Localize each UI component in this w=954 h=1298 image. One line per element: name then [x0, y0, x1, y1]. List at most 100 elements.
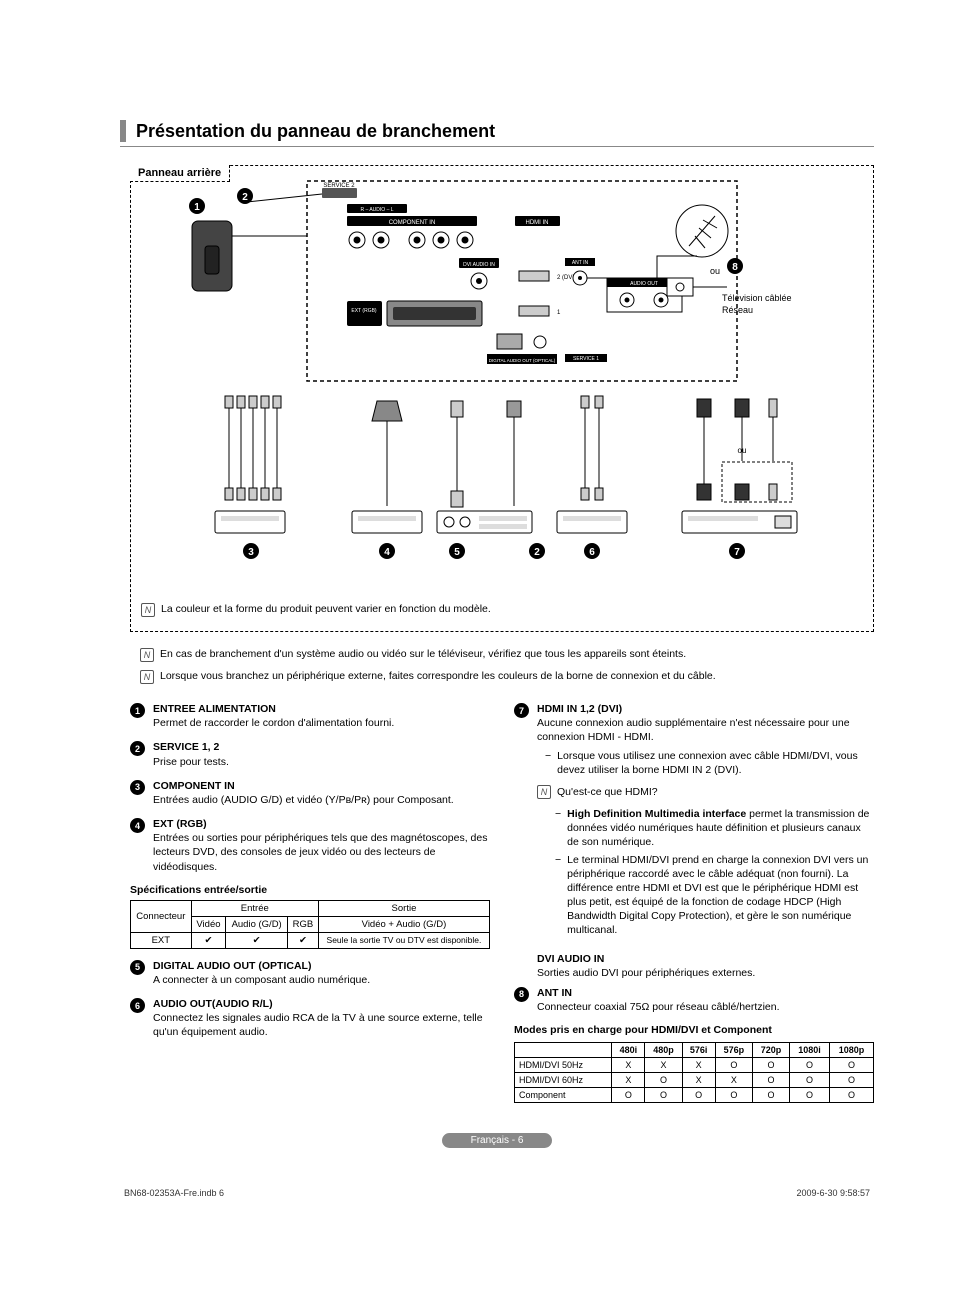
num-badge: 4: [130, 818, 145, 833]
svg-text:AUDIO OUT: AUDIO OUT: [630, 281, 658, 287]
modes-title: Modes pris en charge pour HDMI/DVI et Co…: [514, 1024, 874, 1036]
modes-row: Component O O O O O O O: [515, 1088, 874, 1103]
num-badge: 6: [130, 998, 145, 1013]
svg-text:2: 2: [534, 547, 540, 558]
io-row-name: EXT: [131, 932, 192, 948]
svg-text:1: 1: [194, 202, 200, 213]
svg-text:EXT (RGB): EXT (RGB): [351, 308, 377, 314]
svg-text:1: 1: [557, 310, 561, 316]
io-th-video: Vidéo: [191, 916, 226, 932]
item-3: 3 COMPONENT IN Entrées audio (AUDIO G/D)…: [130, 779, 490, 807]
io-row-out: Seule la sortie TV ou DTV est disponible…: [318, 932, 489, 948]
note-icon: N: [141, 603, 155, 617]
outer-note-2: N Lorsque vous branchez un périphérique …: [130, 666, 874, 688]
item-5: 5 DIGITAL AUDIO OUT (OPTICAL) A connecte…: [130, 959, 490, 987]
svg-text:5: 5: [454, 547, 460, 558]
right-column: 7 HDMI IN 1,2 (DVI) Aucune connexion aud…: [514, 702, 874, 1103]
svg-text:R – AUDIO – L: R – AUDIO – L: [360, 207, 393, 213]
item-title: AUDIO OUT(AUDIO R/L): [153, 997, 490, 1011]
item-title: ANT IN: [537, 986, 874, 1000]
footer-right: 2009-6-30 9:58:57: [796, 1188, 870, 1198]
io-row-audio: ✔: [226, 932, 288, 948]
svg-text:Télévision câblée: Télévision câblée: [722, 293, 792, 303]
svg-text:ou: ou: [738, 446, 747, 455]
item-title: COMPONENT IN: [153, 779, 490, 793]
svg-text:4: 4: [384, 547, 390, 558]
item-2: 2 SERVICE 1, 2 Prise pour tests.: [130, 740, 490, 768]
item-title: SERVICE 1, 2: [153, 740, 490, 754]
item-body: Permet de raccorder le cordon d'alimenta…: [153, 716, 490, 730]
diagram-inner-note-text: La couleur et la forme du produit peuven…: [161, 603, 491, 615]
num-badge: 2: [130, 741, 145, 756]
diagram-container: Panneau arrière SERVICE 2 COMPONENT IN R…: [130, 165, 874, 632]
io-row-video: ✔: [191, 932, 226, 948]
dvi-title: DVI AUDIO IN: [537, 952, 874, 966]
item-body: Connectez les signales audio RCA de la T…: [153, 1011, 490, 1039]
svg-text:SERVICE 2: SERVICE 2: [323, 183, 355, 189]
io-th-audio: Audio (G/D): [226, 916, 288, 932]
hdmi-dash-2: High Definition Multimedia interface per…: [555, 807, 874, 850]
footer-left: BN68-02353A-Fre.indb 6: [124, 1188, 224, 1198]
diagram-label: Panneau arrière: [130, 165, 230, 182]
content-columns: 1 ENTREE ALIMENTATION Permet de raccorde…: [130, 702, 874, 1103]
io-table: Connecteur Entrée Sortie Vidéo Audio (G/…: [130, 900, 490, 949]
svg-text:SERVICE 1: SERVICE 1: [573, 356, 599, 362]
title-accent-bar: [120, 120, 126, 142]
svg-text:ou: ou: [710, 266, 720, 276]
io-th-rgb: RGB: [288, 916, 319, 932]
modes-row: HDMI/DVI 60Hz X O X X O O O: [515, 1073, 874, 1088]
note-icon: N: [140, 670, 154, 684]
svg-text:2: 2: [242, 192, 248, 203]
outer-note-1-text: En cas de branchement d'un système audio…: [160, 648, 686, 660]
item-1: 1 ENTREE ALIMENTATION Permet de raccorde…: [130, 702, 490, 730]
hdmi-q-text: Qu'est-ce que HDMI?: [557, 785, 658, 799]
item-title: ENTREE ALIMENTATION: [153, 702, 490, 716]
num-badge: 8: [514, 987, 529, 1002]
hdmi-dash-1: Lorsque vous utilisez une connexion avec…: [545, 749, 874, 777]
rear-panel-diagram: SERVICE 2 COMPONENT IN R – AUDIO – L DVI…: [131, 166, 873, 596]
hdmi-q-note: N Qu'est-ce que HDMI?: [537, 781, 874, 803]
svg-text:HDMI IN: HDMI IN: [526, 220, 549, 226]
num-badge: 3: [130, 780, 145, 795]
page-title: Présentation du panneau de branchement: [136, 121, 495, 142]
item-4: 4 EXT (RGB) Entrées ou sorties pour péri…: [130, 817, 490, 874]
num-badge: 1: [130, 703, 145, 718]
page-number-badge: Français - 6: [442, 1133, 552, 1148]
svg-text:7: 7: [734, 547, 740, 558]
item-body: Entrées audio (AUDIO G/D) et vidéo (Y/Pʙ…: [153, 793, 490, 807]
item-body: Connecteur coaxial 75Ω pour réseau câblé…: [537, 1000, 874, 1014]
svg-text:ANT IN: ANT IN: [572, 260, 589, 266]
spec-title: Spécifications entrée/sortie: [130, 884, 490, 896]
io-th-exit: Sortie: [318, 900, 489, 916]
left-column: 1 ENTREE ALIMENTATION Permet de raccorde…: [130, 702, 490, 1103]
modes-row: HDMI/DVI 50Hz X X X O O O O: [515, 1058, 874, 1073]
item-body: Prise pour tests.: [153, 755, 490, 769]
svg-text:6: 6: [589, 547, 595, 558]
svg-text:DIGITAL AUDIO OUT (OPTICAL): DIGITAL AUDIO OUT (OPTICAL): [489, 358, 556, 363]
page-title-row: Présentation du panneau de branchement: [120, 120, 874, 147]
svg-text:8: 8: [732, 262, 738, 273]
modes-header-row: 480i 480p 576i 576p 720p 1080i 1080p: [515, 1043, 874, 1058]
dvi-body: Sorties audio DVI pour périphériques ext…: [537, 966, 874, 980]
item-8: 8 ANT IN Connecteur coaxial 75Ω pour rés…: [514, 986, 874, 1014]
item-title: DIGITAL AUDIO OUT (OPTICAL): [153, 959, 490, 973]
svg-text:DVI AUDIO IN: DVI AUDIO IN: [463, 262, 495, 268]
note-icon: N: [537, 785, 551, 799]
modes-table: 480i 480p 576i 576p 720p 1080i 1080p HDM…: [514, 1042, 874, 1103]
svg-text:3: 3: [248, 547, 254, 558]
io-th-out: Vidéo + Audio (G/D): [318, 916, 489, 932]
io-row-rgb: ✔: [288, 932, 319, 948]
svg-text:COMPONENT IN: COMPONENT IN: [389, 220, 436, 226]
item-7: 7 HDMI IN 1,2 (DVI) Aucune connexion aud…: [514, 702, 874, 942]
item-body: A connecter à un composant audio numériq…: [153, 973, 490, 987]
note-icon: N: [140, 648, 154, 662]
svg-text:Réseau: Réseau: [722, 305, 753, 315]
num-badge: 5: [130, 960, 145, 975]
item-title: HDMI IN 1,2 (DVI): [537, 702, 874, 716]
print-footer: BN68-02353A-Fre.indb 6 2009-6-30 9:58:57: [120, 1188, 874, 1198]
dvi-block: DVI AUDIO IN Sorties audio DVI pour péri…: [537, 952, 874, 980]
io-th-connector: Connecteur: [131, 900, 192, 932]
hdmi-dash-3: Le terminal HDMI/DVI prend en charge la …: [555, 853, 874, 938]
outer-notes: N En cas de branchement d'un système aud…: [130, 644, 874, 688]
item-body: Entrées ou sorties pour périphériques te…: [153, 831, 490, 874]
